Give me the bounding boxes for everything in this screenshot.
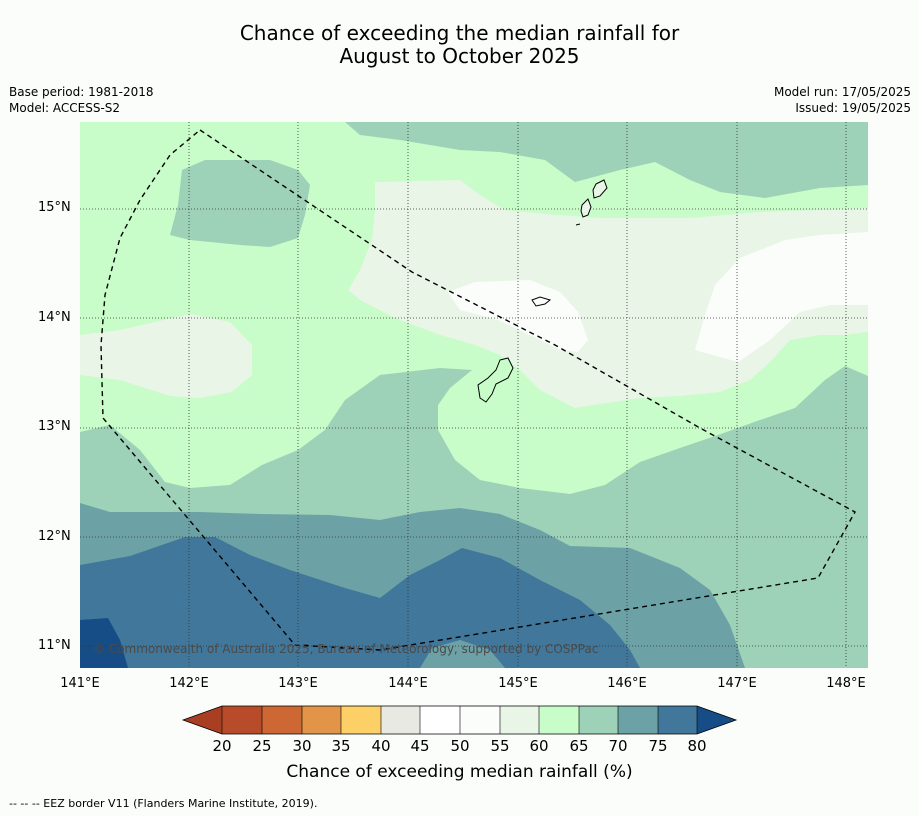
- colorbar-20-25: [222, 706, 262, 734]
- colorbar-tick: 75: [648, 737, 668, 755]
- colorbar-tick: 40: [371, 737, 391, 755]
- island-guam: [477, 357, 514, 403]
- colorbar-tick: 20: [212, 737, 232, 755]
- island-aguijan: [575, 223, 581, 226]
- meta-right: Model run: 17/05/2025 Issued: 19/05/2025: [774, 84, 911, 116]
- copyright-notice: © Commonwealth of Australia 2025, Bureau…: [93, 642, 599, 656]
- contour-75-80: [80, 537, 640, 668]
- colorbar-tick: 60: [529, 737, 549, 755]
- map-area: [80, 122, 868, 668]
- x-tick-141e: 141°E: [60, 676, 100, 691]
- y-tick-15n: 15°N: [38, 200, 71, 215]
- title-line-2: August to October 2025: [339, 44, 580, 68]
- colorbar-tick: 25: [252, 737, 272, 755]
- colorbar-65-70: [579, 706, 618, 734]
- colorbar-25-30: [262, 706, 302, 734]
- x-tick-147e: 147°E: [717, 676, 757, 691]
- eez-border: [100, 129, 856, 651]
- meta-left: Base period: 1981-2018 Model: ACCESS-S2: [9, 84, 154, 116]
- y-tick-14n: 14°N: [38, 310, 71, 325]
- colorbar-45-50: [420, 706, 460, 734]
- colorbar-dividers: [221, 706, 698, 734]
- colorbar-30-35: [302, 706, 341, 734]
- chart-title: Chance of exceeding the median rainfall …: [0, 22, 919, 68]
- model-run: Model run: 17/05/2025: [773, 85, 911, 99]
- x-tick-146e: 146°E: [607, 676, 647, 691]
- colorbar-60-65: [539, 706, 579, 734]
- colorbar-35-40: [341, 706, 381, 734]
- contour-65-70-west: [170, 160, 310, 247]
- island-tinian: [580, 198, 592, 218]
- issued-date: Issued: 19/05/2025: [795, 101, 911, 115]
- x-tick-142e: 142°E: [169, 676, 209, 691]
- colorbar-extend-low: [183, 706, 222, 734]
- x-tick-144e: 144°E: [388, 676, 428, 691]
- colorbar-40-45: [381, 706, 420, 734]
- colorbar-tick: 70: [608, 737, 628, 755]
- contour-70-75-patch: [420, 640, 505, 668]
- colorbar-tick: 65: [569, 737, 589, 755]
- x-tick-143e: 143°E: [278, 676, 318, 691]
- colorbar-70-75: [618, 706, 658, 734]
- island-saipan: [592, 179, 608, 199]
- colorbar-tick: 80: [687, 737, 707, 755]
- title-line-1: Chance of exceeding the median rainfall …: [239, 21, 680, 45]
- colorbar-tick: 55: [490, 737, 510, 755]
- colorbar-extend-high: [697, 706, 736, 734]
- colorbar-tick: 50: [450, 737, 470, 755]
- eez-footnote: -- -- -- EEZ border V11 (Flanders Marine…: [9, 797, 318, 810]
- island-rota: [531, 296, 552, 307]
- y-tick-12n: 12°N: [38, 529, 71, 544]
- colorbar-tick: 30: [292, 737, 312, 755]
- contour-50-55-east: [695, 232, 868, 362]
- colorbar-tick: 35: [331, 737, 351, 755]
- colorbar-title: Chance of exceeding median rainfall (%): [286, 762, 633, 782]
- contour-55-60-west: [80, 314, 252, 398]
- contour-50-55-center: [448, 280, 588, 352]
- contour-80-plus: [80, 618, 128, 668]
- x-tick-148e: 148°E: [826, 676, 866, 691]
- x-tick-145e: 145°E: [498, 676, 538, 691]
- gridlines: [80, 122, 868, 668]
- y-tick-11n: 11°N: [38, 638, 71, 653]
- y-tick-13n: 13°N: [38, 419, 71, 434]
- base-period: Base period: 1981-2018: [9, 85, 154, 99]
- colorbar-50-55: [460, 706, 500, 734]
- colorbar: [181, 705, 738, 735]
- colorbar-75-80: [658, 706, 697, 734]
- colorbar-tick: 45: [410, 737, 430, 755]
- colorbar-55-60: [500, 706, 539, 734]
- model-name: Model: ACCESS-S2: [9, 101, 121, 115]
